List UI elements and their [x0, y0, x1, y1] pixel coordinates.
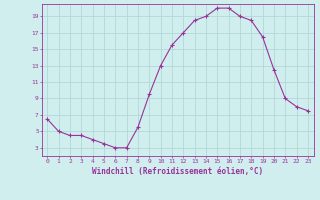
X-axis label: Windchill (Refroidissement éolien,°C): Windchill (Refroidissement éolien,°C) — [92, 167, 263, 176]
